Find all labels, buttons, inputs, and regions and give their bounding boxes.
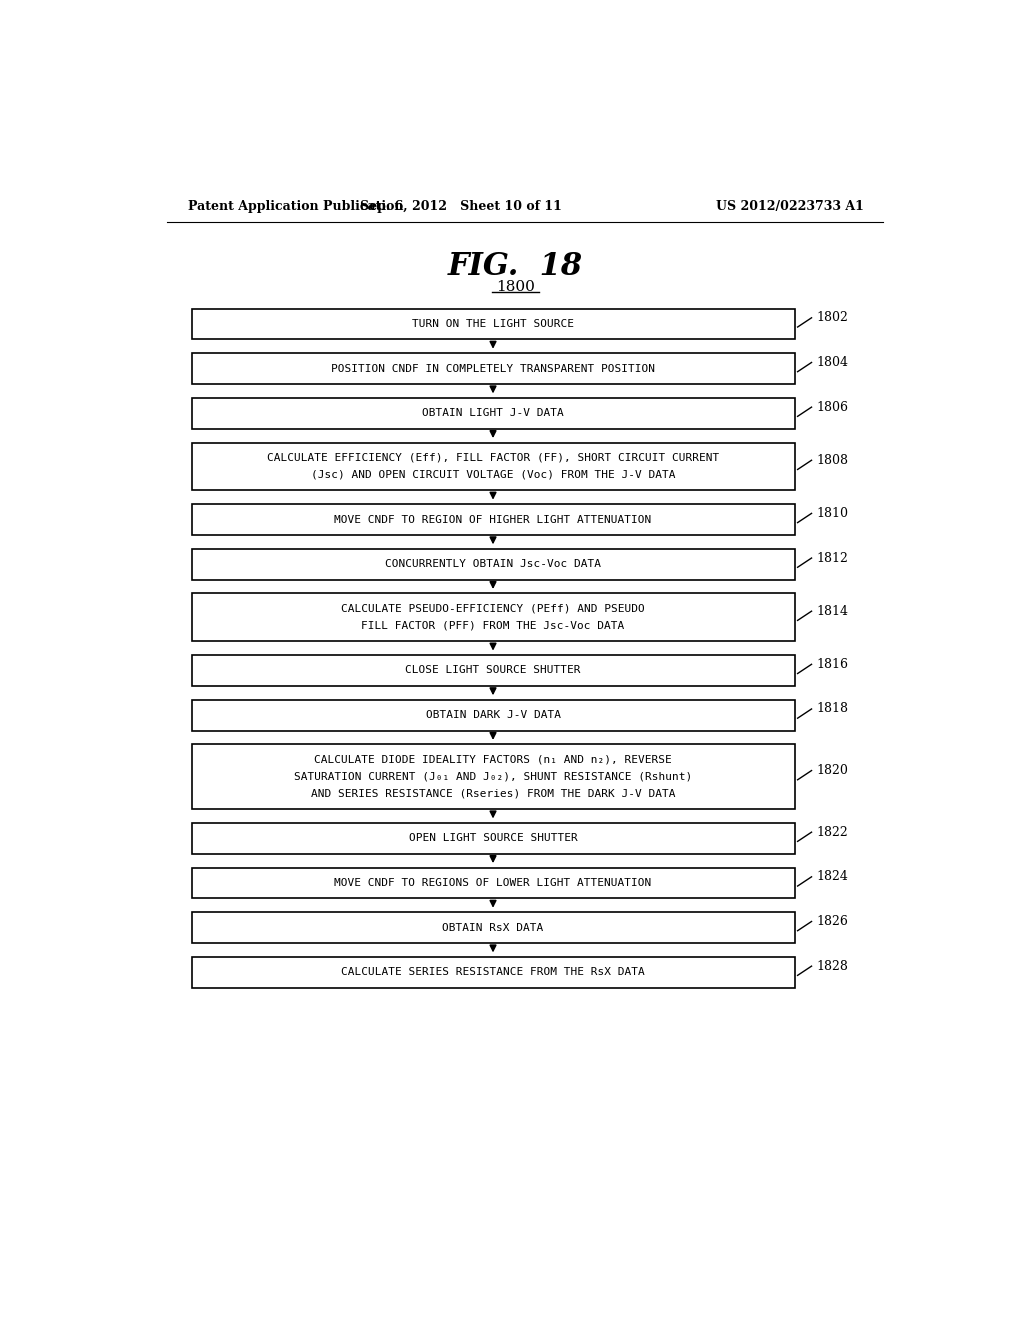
Bar	[191, 822, 795, 854]
Text: 1808: 1808	[816, 454, 848, 467]
Text: 1804: 1804	[816, 356, 848, 370]
Bar	[191, 957, 795, 987]
Text: (Jsc) AND OPEN CIRCUIT VOLTAGE (Voc) FROM THE J-V DATA: (Jsc) AND OPEN CIRCUIT VOLTAGE (Voc) FRO…	[310, 470, 675, 480]
Bar	[191, 442, 795, 490]
Text: CLOSE LIGHT SOURCE SHUTTER: CLOSE LIGHT SOURCE SHUTTER	[406, 665, 581, 676]
Text: CALCULATE PSEUDO-EFFICIENCY (PEff) AND PSEUDO: CALCULATE PSEUDO-EFFICIENCY (PEff) AND P…	[341, 603, 645, 614]
Text: 1812: 1812	[816, 552, 848, 565]
Text: FILL FACTOR (PFF) FROM THE Jsc-Voc DATA: FILL FACTOR (PFF) FROM THE Jsc-Voc DATA	[361, 620, 625, 631]
Text: MOVE CNDF TO REGION OF HIGHER LIGHT ATTENUATION: MOVE CNDF TO REGION OF HIGHER LIGHT ATTE…	[335, 515, 651, 524]
Text: 1824: 1824	[816, 870, 848, 883]
Text: 1800: 1800	[496, 280, 535, 294]
Text: 1806: 1806	[816, 400, 848, 413]
Text: 1818: 1818	[816, 702, 848, 715]
Text: 1822: 1822	[816, 825, 848, 838]
Bar	[191, 655, 795, 686]
Text: FIG.  18: FIG. 18	[447, 251, 583, 281]
Text: OBTAIN RsX DATA: OBTAIN RsX DATA	[442, 923, 544, 933]
Bar	[191, 354, 795, 384]
Text: AND SERIES RESISTANCE (Rseries) FROM THE DARK J-V DATA: AND SERIES RESISTANCE (Rseries) FROM THE…	[310, 788, 675, 799]
Text: CALCULATE DIODE IDEALITY FACTORS (n₁ AND n₂), REVERSE: CALCULATE DIODE IDEALITY FACTORS (n₁ AND…	[314, 755, 672, 764]
Text: US 2012/0223733 A1: US 2012/0223733 A1	[717, 199, 864, 213]
Text: Patent Application Publication: Patent Application Publication	[188, 199, 403, 213]
Text: TURN ON THE LIGHT SOURCE: TURN ON THE LIGHT SOURCE	[412, 319, 574, 329]
Text: POSITION CNDF IN COMPLETELY TRANSPARENT POSITION: POSITION CNDF IN COMPLETELY TRANSPARENT …	[331, 363, 655, 374]
Text: 1826: 1826	[816, 915, 848, 928]
Text: 1828: 1828	[816, 960, 848, 973]
Bar	[191, 700, 795, 730]
Bar	[191, 744, 795, 809]
Text: Sep. 6, 2012   Sheet 10 of 11: Sep. 6, 2012 Sheet 10 of 11	[360, 199, 562, 213]
Text: 1820: 1820	[816, 764, 848, 777]
Text: OBTAIN DARK J-V DATA: OBTAIN DARK J-V DATA	[426, 710, 560, 721]
Text: CALCULATE SERIES RESISTANCE FROM THE RsX DATA: CALCULATE SERIES RESISTANCE FROM THE RsX…	[341, 968, 645, 977]
Text: MOVE CNDF TO REGIONS OF LOWER LIGHT ATTENUATION: MOVE CNDF TO REGIONS OF LOWER LIGHT ATTE…	[335, 878, 651, 888]
Text: SATURATION CURRENT (J₀₁ AND J₀₂), SHUNT RESISTANCE (Rshunt): SATURATION CURRENT (J₀₁ AND J₀₂), SHUNT …	[294, 772, 692, 781]
Text: CONCURRENTLY OBTAIN Jsc-Voc DATA: CONCURRENTLY OBTAIN Jsc-Voc DATA	[385, 560, 601, 569]
Text: 1814: 1814	[816, 605, 848, 618]
Text: OBTAIN LIGHT J-V DATA: OBTAIN LIGHT J-V DATA	[422, 408, 564, 418]
Text: OPEN LIGHT SOURCE SHUTTER: OPEN LIGHT SOURCE SHUTTER	[409, 833, 578, 843]
Bar	[191, 397, 795, 429]
Text: 1816: 1816	[816, 657, 848, 671]
Bar	[191, 504, 795, 535]
Text: 1802: 1802	[816, 312, 848, 325]
Bar	[191, 549, 795, 579]
Bar	[191, 309, 795, 339]
Bar	[191, 912, 795, 942]
Text: CALCULATE EFFICIENCY (Eff), FILL FACTOR (FF), SHORT CIRCUIT CURRENT: CALCULATE EFFICIENCY (Eff), FILL FACTOR …	[267, 453, 719, 463]
Bar	[191, 867, 795, 899]
Bar	[191, 594, 795, 642]
Text: 1810: 1810	[816, 507, 848, 520]
